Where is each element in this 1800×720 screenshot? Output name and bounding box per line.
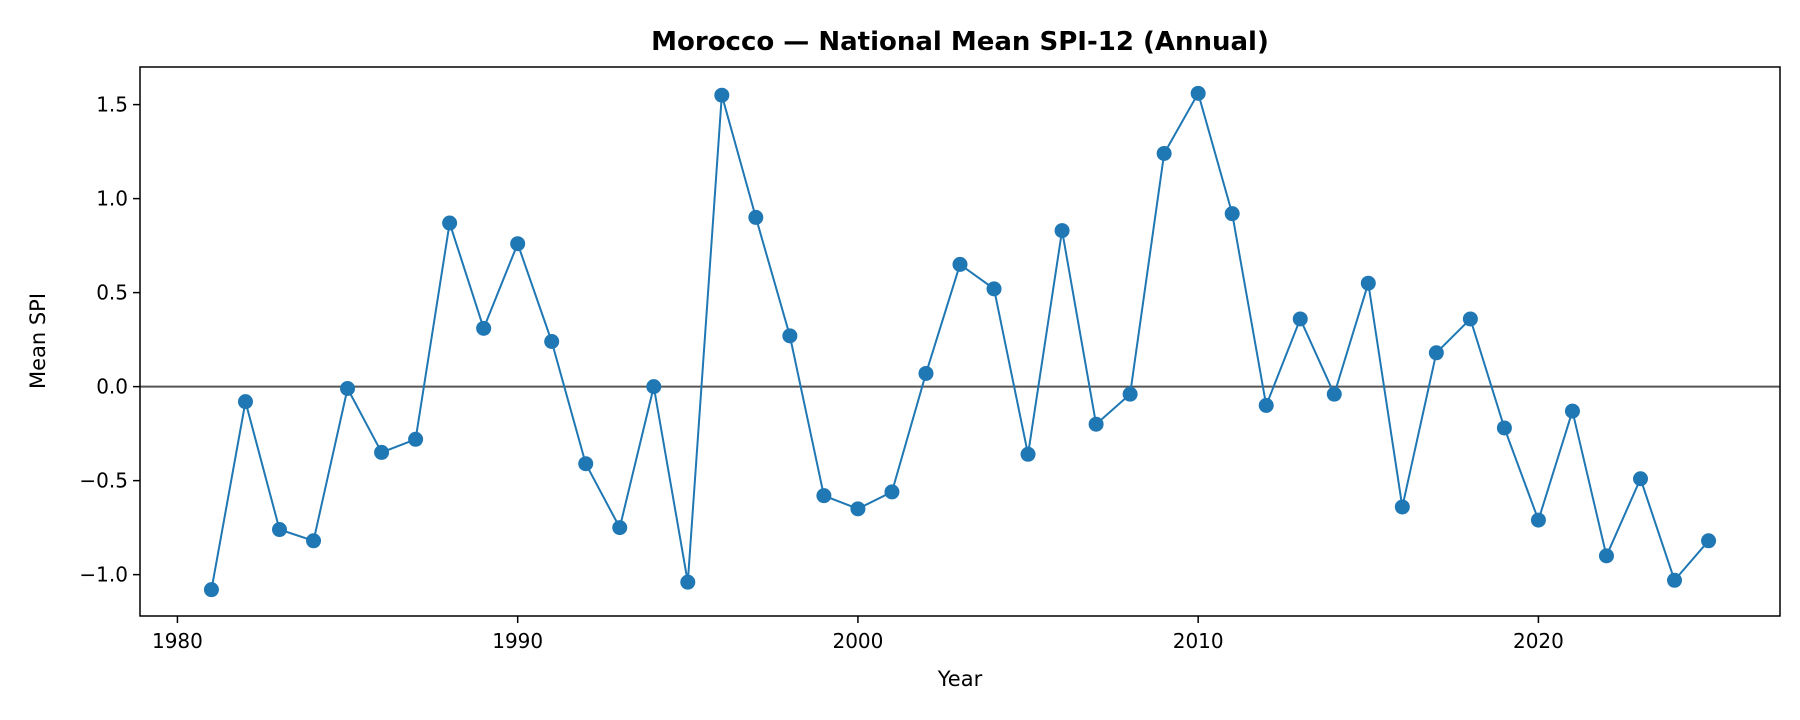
x-tick-label: 2000 xyxy=(832,629,883,653)
y-tick-label: 0.0 xyxy=(96,375,128,399)
data-point-1991 xyxy=(544,334,560,349)
data-point-2015 xyxy=(1360,275,1376,291)
y-tick-label: −0.5 xyxy=(79,469,128,493)
data-point-1999 xyxy=(816,488,832,504)
data-point-2016 xyxy=(1394,499,1410,515)
data-point-1996 xyxy=(714,87,730,103)
data-point-2008 xyxy=(1122,386,1138,402)
data-point-1984 xyxy=(306,533,322,549)
series-line xyxy=(210,92,1710,590)
data-point-2020 xyxy=(1530,512,1546,528)
data-point-1985 xyxy=(340,381,356,397)
data-point-1997 xyxy=(748,209,764,225)
data-point-2019 xyxy=(1496,420,1512,436)
data-point-2005 xyxy=(1020,446,1036,462)
x-axis-label: Year xyxy=(937,667,983,691)
y-axis: −1.0 −0.5 0.0 0.5 1.0 1.5 xyxy=(79,93,140,587)
data-point-1998 xyxy=(782,328,798,344)
data-point-1994 xyxy=(646,379,662,395)
y-tick-label: −1.0 xyxy=(79,563,128,587)
y-tick-label: 0.5 xyxy=(96,281,128,305)
data-point-1995 xyxy=(680,574,696,590)
data-point-1986 xyxy=(374,444,390,460)
chart-title: Morocco — National Mean SPI-12 (Annual) xyxy=(651,27,1269,57)
data-point-1987 xyxy=(408,431,424,447)
data-point-2009 xyxy=(1156,145,1172,161)
data-point-2006 xyxy=(1054,223,1070,239)
data-point-2014 xyxy=(1326,386,1342,402)
y-axis-label: Mean SPI xyxy=(26,293,50,389)
y-tick-label: 1.5 xyxy=(96,93,128,117)
data-point-2011 xyxy=(1224,206,1240,222)
plot-frame xyxy=(139,66,1781,617)
data-point-2003 xyxy=(952,256,968,272)
data-point-1981 xyxy=(203,582,219,598)
data-point-1993 xyxy=(612,520,628,536)
data-point-1990 xyxy=(510,236,526,252)
data-point-2024 xyxy=(1667,572,1683,588)
x-tick-label: 2010 xyxy=(1173,629,1224,653)
data-point-2017 xyxy=(1428,345,1444,361)
data-point-2025 xyxy=(1701,533,1717,549)
data-point-2000 xyxy=(850,501,866,517)
data-point-1992 xyxy=(578,456,594,472)
data-point-1988 xyxy=(442,215,458,231)
data-point-2022 xyxy=(1598,548,1614,564)
data-point-1982 xyxy=(237,394,253,410)
data-point-2004 xyxy=(986,281,1002,297)
data-point-2018 xyxy=(1462,311,1478,327)
data-point-2012 xyxy=(1258,397,1274,413)
data-point-2010 xyxy=(1190,85,1206,101)
x-axis: 1980 1990 2000 2010 2020 xyxy=(152,616,1564,653)
x-tick-label: 1990 xyxy=(492,629,543,653)
data-point-1983 xyxy=(272,522,288,538)
y-tick-label: 1.0 xyxy=(96,187,128,211)
data-point-2001 xyxy=(884,484,900,500)
plot-area xyxy=(140,85,1780,598)
data-point-2021 xyxy=(1564,403,1580,419)
data-point-2007 xyxy=(1088,416,1104,432)
data-point-1989 xyxy=(476,320,492,336)
x-tick-label: 1980 xyxy=(152,629,203,653)
data-point-2013 xyxy=(1292,311,1308,327)
data-point-2002 xyxy=(918,365,934,381)
data-point-2023 xyxy=(1632,471,1648,487)
x-tick-label: 2020 xyxy=(1513,629,1564,653)
